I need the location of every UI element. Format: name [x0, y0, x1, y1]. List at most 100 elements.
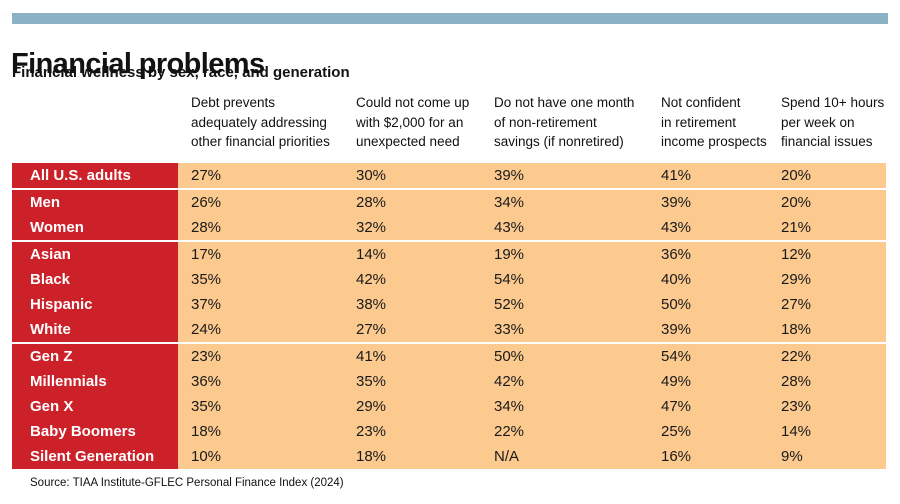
- row-label: Gen X: [12, 394, 178, 419]
- column-header-line: Do not have one month: [494, 95, 635, 110]
- column-header: Spend 10+ hours per week on financial issu…: [768, 93, 886, 152]
- cell-value: 27%: [768, 292, 886, 317]
- cell-value: 20%: [768, 190, 886, 215]
- row-label: Hispanic: [12, 292, 178, 317]
- table-row: Gen X 35% 29% 34% 47% 23%: [12, 394, 886, 419]
- cell-value: 43%: [648, 215, 768, 240]
- table-row: Asian 17% 14% 19% 36% 12%: [12, 242, 886, 267]
- column-header-line: of non-retirement: [494, 114, 597, 130]
- source-note: Source: TIAA Institute-GFLEC Personal Fi…: [30, 477, 344, 489]
- cell-value: 14%: [343, 242, 481, 267]
- cell-value: 23%: [343, 419, 481, 444]
- cell-value: 38%: [343, 292, 481, 317]
- row-label: Millennials: [12, 369, 178, 394]
- table-row: Men 26% 28% 34% 39% 20%: [12, 190, 886, 215]
- column-header: Could not come up with $2,000 for an unexp…: [343, 93, 481, 152]
- cell-value: 23%: [178, 344, 343, 369]
- row-label: Baby Boomers: [12, 419, 178, 444]
- cell-value: 28%: [178, 215, 343, 240]
- cell-value: 35%: [178, 394, 343, 419]
- cell-value: 39%: [648, 190, 768, 215]
- column-header-line: financial issues: [781, 134, 873, 149]
- cell-value: 19%: [481, 242, 648, 267]
- column-header: Do not have one month of non-retirement sa…: [481, 93, 648, 152]
- cell-value: 40%: [648, 267, 768, 292]
- cell-value: 25%: [648, 419, 768, 444]
- cell-value: 32%: [343, 215, 481, 240]
- cell-value: 50%: [648, 292, 768, 317]
- column-header-line: with $2,000 for an: [356, 114, 464, 130]
- table-row: Millennials 36% 35% 42% 49% 28%: [12, 369, 886, 394]
- cell-value: 9%: [768, 444, 886, 469]
- cell-value: 39%: [648, 317, 768, 342]
- column-header-line: income prospects: [661, 134, 767, 149]
- row-group: Asian 17% 14% 19% 36% 12% Black 35% 42% 54% 40% 29%…: [12, 242, 886, 342]
- table-row: Black 35% 42% 54% 40% 29%: [12, 267, 886, 292]
- column-header: Debt prevents adequately addressing other …: [178, 93, 343, 152]
- cell-value: 18%: [768, 317, 886, 342]
- row-label: White: [12, 317, 178, 342]
- cell-value: 28%: [343, 190, 481, 215]
- cell-value: 17%: [178, 242, 343, 267]
- data-table: All U.S. adults 27% 30% 39% 41% 20% Men 26% 28% 3…: [12, 163, 886, 469]
- cell-value: N/A: [481, 444, 648, 469]
- cell-value: 37%: [178, 292, 343, 317]
- column-header-line: adequately addressing: [191, 114, 327, 130]
- column-header-line: Could not come up: [356, 95, 470, 110]
- table-row: Gen Z 23% 41% 50% 54% 22%: [12, 344, 886, 369]
- cell-value: 16%: [648, 444, 768, 469]
- cell-value: 54%: [481, 267, 648, 292]
- table-row: Hispanic 37% 38% 52% 50% 27%: [12, 292, 886, 317]
- cell-value: 24%: [178, 317, 343, 342]
- cell-value: 23%: [768, 394, 886, 419]
- table-row: Silent Generation 10% 18% N/A 16% 9%: [12, 444, 886, 469]
- cell-value: 28%: [768, 369, 886, 394]
- cell-value: 29%: [768, 267, 886, 292]
- page-title: Financial problems: [11, 48, 265, 81]
- cell-value: 39%: [481, 163, 648, 188]
- row-label: Silent Generation: [12, 444, 178, 469]
- row-label: Black: [12, 267, 178, 292]
- row-label: Men: [12, 190, 178, 215]
- table-row: Women 28% 32% 43% 43% 21%: [12, 215, 886, 240]
- column-header-line: unexpected need: [356, 134, 460, 149]
- column-header-line: Not confident: [661, 95, 741, 110]
- cell-value: 33%: [481, 317, 648, 342]
- page-subtitle: Financial wellness by sex, race, and gen…: [12, 64, 350, 81]
- column-headers: Debt prevents adequately addressing other …: [12, 93, 886, 152]
- cell-value: 20%: [768, 163, 886, 188]
- cell-value: 18%: [178, 419, 343, 444]
- cell-value: 36%: [178, 369, 343, 394]
- column-header-line: in retirement: [661, 114, 737, 130]
- table-row: White 24% 27% 33% 39% 18%: [12, 317, 886, 342]
- row-group: All U.S. adults 27% 30% 39% 41% 20%: [12, 163, 886, 188]
- cell-value: 30%: [343, 163, 481, 188]
- cell-value: 35%: [343, 369, 481, 394]
- cell-value: 49%: [648, 369, 768, 394]
- cell-value: 35%: [178, 267, 343, 292]
- column-header-line: other financial priorities: [191, 134, 330, 149]
- column-header-line: per week on: [781, 114, 855, 130]
- cell-value: 52%: [481, 292, 648, 317]
- cell-value: 50%: [481, 344, 648, 369]
- column-header: Not confident in retirement income prospec…: [648, 93, 768, 152]
- cell-value: 47%: [648, 394, 768, 419]
- cell-value: 36%: [648, 242, 768, 267]
- top-accent-bar: [12, 13, 888, 24]
- row-label: All U.S. adults: [12, 163, 178, 188]
- column-header-line: Debt prevents: [191, 95, 276, 110]
- cell-value: 18%: [343, 444, 481, 469]
- row-label: Women: [12, 215, 178, 240]
- table-row: Baby Boomers 18% 23% 22% 25% 14%: [12, 419, 886, 444]
- cell-value: 21%: [768, 215, 886, 240]
- cell-value: 54%: [648, 344, 768, 369]
- cell-value: 41%: [343, 344, 481, 369]
- row-label: Asian: [12, 242, 178, 267]
- row-group: Men 26% 28% 34% 39% 20% Women 28% 32% 43% 43% 21%: [12, 190, 886, 240]
- cell-value: 22%: [768, 344, 886, 369]
- cell-value: 42%: [343, 267, 481, 292]
- cell-value: 22%: [481, 419, 648, 444]
- cell-value: 27%: [343, 317, 481, 342]
- cell-value: 27%: [178, 163, 343, 188]
- row-label: Gen Z: [12, 344, 178, 369]
